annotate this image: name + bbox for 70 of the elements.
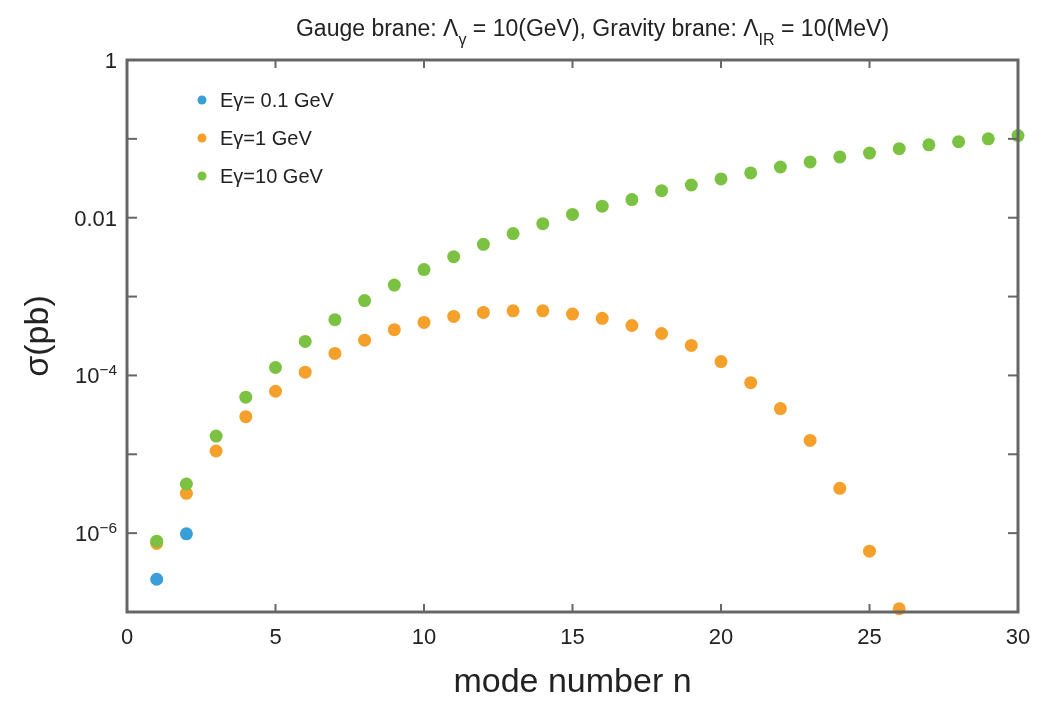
point [595,311,609,325]
point [714,355,728,369]
point [298,365,312,379]
point [417,263,431,277]
point [239,410,253,424]
point [655,184,669,198]
y-tick-label: 1 [104,48,117,73]
y-axis-title: σ(pb) [17,295,55,377]
point [536,304,550,318]
point [803,433,817,447]
point [447,250,461,264]
point [476,237,490,251]
point [684,338,698,352]
point [863,146,876,160]
x-tick-label: 10 [411,624,437,649]
point [981,132,995,146]
point [209,429,223,443]
point [447,309,461,323]
point [566,207,579,221]
point [417,315,431,329]
point [773,402,787,416]
x-tick-label: 25 [857,624,882,649]
x-axis-title: mode number n [453,661,692,699]
point [269,361,282,375]
point [328,346,342,360]
point [179,527,193,541]
point [863,544,876,558]
point [387,278,401,292]
chart-title: Gauge brane: Λ$_{γ}$ = 10(GeV), Gravity brane: Λ$_{IR}$ = 10(MeV) [295,15,890,48]
point [506,304,520,318]
legend-label: Eγ= 0.1 GeV [220,89,335,111]
point [358,294,372,308]
point [150,572,164,586]
point [625,193,639,207]
point [209,444,223,458]
point [625,318,639,332]
y-tick-label: 0.01 [74,205,117,231]
point [773,160,787,174]
point [595,199,609,213]
point [655,327,669,341]
point [744,166,758,180]
point [536,217,550,231]
point [833,150,847,164]
y-tick-label: 10$^{−4}$ [74,360,118,389]
point [684,178,698,192]
point [476,305,490,319]
legend-label: Eγ=1 GeV [220,127,313,149]
point [269,384,282,398]
point [506,227,520,241]
x-tick-label: 0 [120,624,134,649]
point [714,172,728,186]
x-tick-label: 20 [708,624,734,649]
x-tick-label: 30 [1005,624,1031,649]
point [803,155,817,169]
point [298,334,312,348]
legend-label: Eγ=10 GeV [220,165,324,187]
point [922,138,936,152]
point [833,481,847,495]
point [566,307,579,321]
point [179,477,193,491]
point [328,313,342,327]
point [239,390,253,404]
point [952,135,966,149]
x-tick-label: 5 [269,624,282,649]
x-tick-label: 15 [560,624,585,649]
point [892,142,906,156]
point [744,376,758,390]
point [358,333,372,347]
y-tick-label: 10$^{−6}$ [74,518,117,547]
point [387,323,401,337]
